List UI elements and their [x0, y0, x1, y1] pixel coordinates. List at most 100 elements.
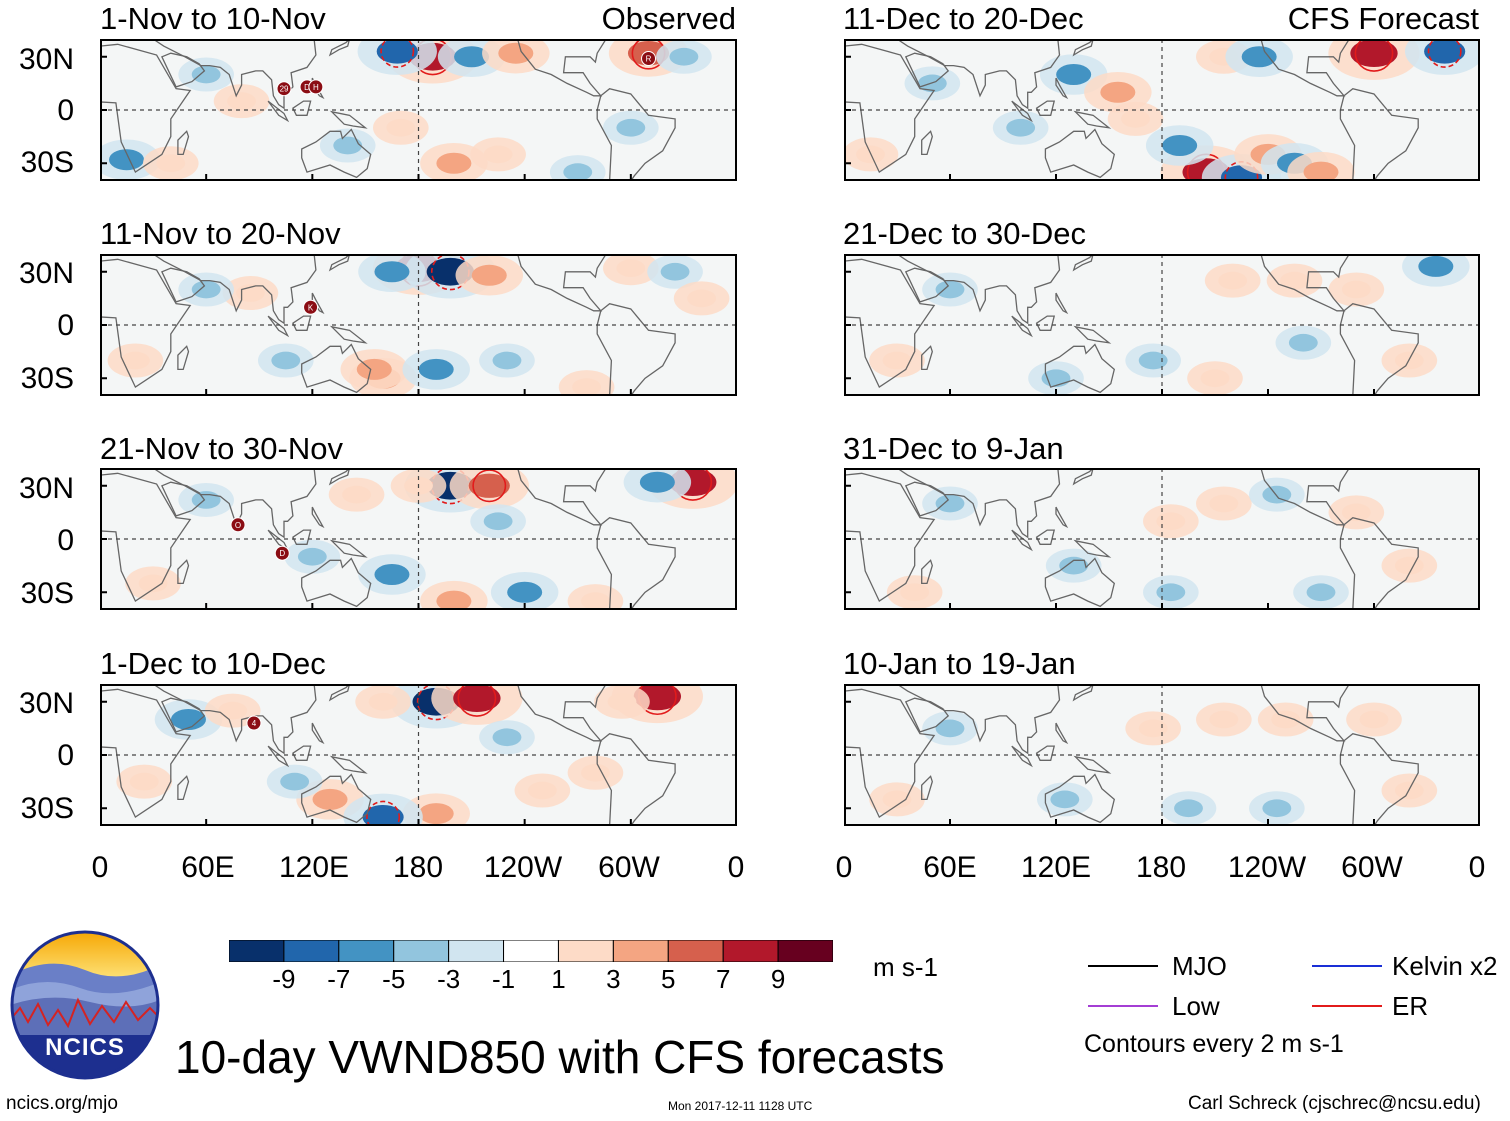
fc-2-anomaly-3: [1341, 280, 1371, 299]
fc-3-anomaly-1: [1209, 494, 1239, 513]
obs-3-anomaly-7: [507, 581, 543, 603]
obs-4-svg: 4: [100, 684, 737, 826]
fc-4-coast-australia: [1044, 773, 1116, 824]
obs-1-anomaly-14: [616, 118, 646, 137]
lon-tick-right-0: 0: [835, 851, 853, 884]
obs-4-anomaly-8: [362, 804, 404, 826]
lon-tick-right-180: 180: [1135, 851, 1187, 884]
fc-2-coast-philippines: [1055, 292, 1069, 315]
fc-2-coast-japan: [1072, 254, 1094, 272]
obs-2-anomaly-2: [471, 264, 507, 286]
obs-4-anomaly-7: [312, 788, 348, 810]
fc-4-anomaly-2: [1271, 710, 1301, 729]
fc-1-anomaly-14: [1121, 110, 1150, 128]
obs-1-anomaly-9: [156, 154, 186, 173]
fc-1-anomaly-11: [1241, 46, 1277, 68]
fc-3-svg: [844, 468, 1480, 610]
legend-line-er: [1312, 1005, 1382, 1007]
fc-2-anomaly-7: [935, 280, 965, 299]
fc-3-anomaly-0: [1156, 512, 1186, 531]
obs-4-anomaly-1: [453, 684, 501, 713]
fc-3-anomaly-4: [1059, 556, 1089, 575]
colorbar-swatch-3: [393, 939, 450, 963]
obs-4-storm-label-0: 4: [252, 719, 257, 728]
obs-4-coast-sumatra: [267, 745, 290, 768]
fc-3-coast-new-guinea: [1073, 539, 1112, 558]
fc-4-coast-japan: [1072, 684, 1094, 702]
obs-4-anomaly-4: [607, 692, 637, 711]
lat-tick-30s-4: 30S: [20, 792, 74, 825]
colorbar-label-0: -9: [272, 964, 296, 994]
obs-2-coast-africa: [100, 258, 192, 389]
colorbar-swatch-4: [448, 939, 505, 963]
fc-2-anomaly-4: [1138, 351, 1168, 370]
obs-4-anomaly-12: [280, 772, 310, 791]
lon-tick-left-60w: 60W: [598, 851, 660, 884]
fc-2-anomaly-0: [1218, 271, 1248, 290]
obs-3-anomaly-5: [374, 564, 410, 585]
obs-4-er-contour-1: [457, 684, 497, 717]
obs-1-coast-arabia: [161, 52, 206, 88]
obs-4-coast-madagascar: [177, 775, 190, 801]
obs-2-anomaly-13: [120, 351, 150, 370]
fc-3-coast-north-america: [1260, 468, 1351, 526]
obs-3-coast-north-america: [516, 468, 607, 526]
obs-3-coast-arabia: [161, 481, 206, 517]
main-title: 10-day VWND850 with CFS forecasts: [175, 1031, 945, 1083]
lon-tick-right-120e: 120E: [1020, 851, 1092, 884]
obs-2-anomaly-15: [687, 289, 717, 308]
colorbar: [228, 939, 834, 963]
fc-2-anomaly-1: [1280, 271, 1309, 290]
colorbar-swatch-6: [557, 939, 614, 963]
legend-line-low: [1088, 1005, 1158, 1007]
fc-4-anomaly-0: [1138, 719, 1168, 738]
fc-3-anomaly-8: [935, 494, 965, 513]
map-panel-obs-1: 29 D H R: [100, 39, 737, 181]
lon-tick-left-180: 180: [392, 851, 444, 884]
obs-1-anomaly-10: [227, 92, 256, 110]
colorbar-swatch-7: [612, 939, 669, 963]
obs-4-coast-africa: [100, 688, 192, 819]
fc-3-coast-south-america: [1339, 516, 1419, 610]
obs-1-anomaly-15: [191, 65, 221, 84]
lon-tick-left-360: 0: [727, 851, 745, 884]
lat-tick-30n-3: 30N: [18, 472, 74, 505]
obs-2-anomaly-8: [616, 259, 646, 278]
obs-1-anomaly-6: [436, 152, 472, 174]
fc-2-coast-borneo: [1035, 315, 1056, 331]
obs-4-anomaly-6: [527, 781, 557, 800]
obs-2-coast-madagascar: [177, 345, 190, 371]
fc-4-anomaly-5: [1174, 799, 1203, 818]
site-link[interactable]: ncics.org/mjo: [6, 1093, 118, 1114]
obs-1-coast-madagascar: [177, 130, 190, 156]
map-panel-fc-1: [844, 39, 1480, 181]
legend-label-mjo: MJO: [1172, 951, 1227, 981]
obs-1-er-contour-1: [380, 39, 415, 68]
fc-1-anomaly-7: [1162, 135, 1198, 156]
obs-1-anomaly-1: [376, 39, 418, 64]
fc-4-coast-new-guinea: [1073, 755, 1112, 774]
obs-3-anomaly-1: [468, 473, 510, 498]
fc-2-coast-australia: [1044, 343, 1116, 394]
obs-2-anomaly-12: [191, 280, 221, 299]
colorbar-label-3: -3: [437, 964, 461, 994]
obs-4-coast-borneo: [292, 745, 312, 761]
fc-2-anomaly-8: [882, 351, 912, 370]
obs-1-coast-borneo: [292, 100, 312, 116]
fc-2-coast-arabia: [904, 267, 950, 303]
lon-tick-left-60e: 60E: [181, 851, 235, 884]
obs-3-storm-marker-0: [230, 517, 246, 533]
fc-3-coast-madagascar: [921, 559, 933, 585]
obs-4-anomaly-11: [129, 772, 159, 791]
fc-4-anomaly-7: [935, 719, 965, 738]
obs-1-coast-africa: [100, 43, 192, 174]
fc-1-coast-australia: [1044, 128, 1116, 179]
obs-1-storm-marker-0: [276, 81, 292, 97]
lon-tick-left-0: 0: [91, 851, 109, 884]
map-panel-fc-4: [844, 684, 1480, 826]
fc-1-coast-north-america: [1260, 39, 1351, 97]
obs-1-storm-label-1: D: [304, 83, 310, 92]
obs-3-coast-japan: [328, 468, 351, 486]
obs-4-anomaly-9: [170, 709, 206, 730]
